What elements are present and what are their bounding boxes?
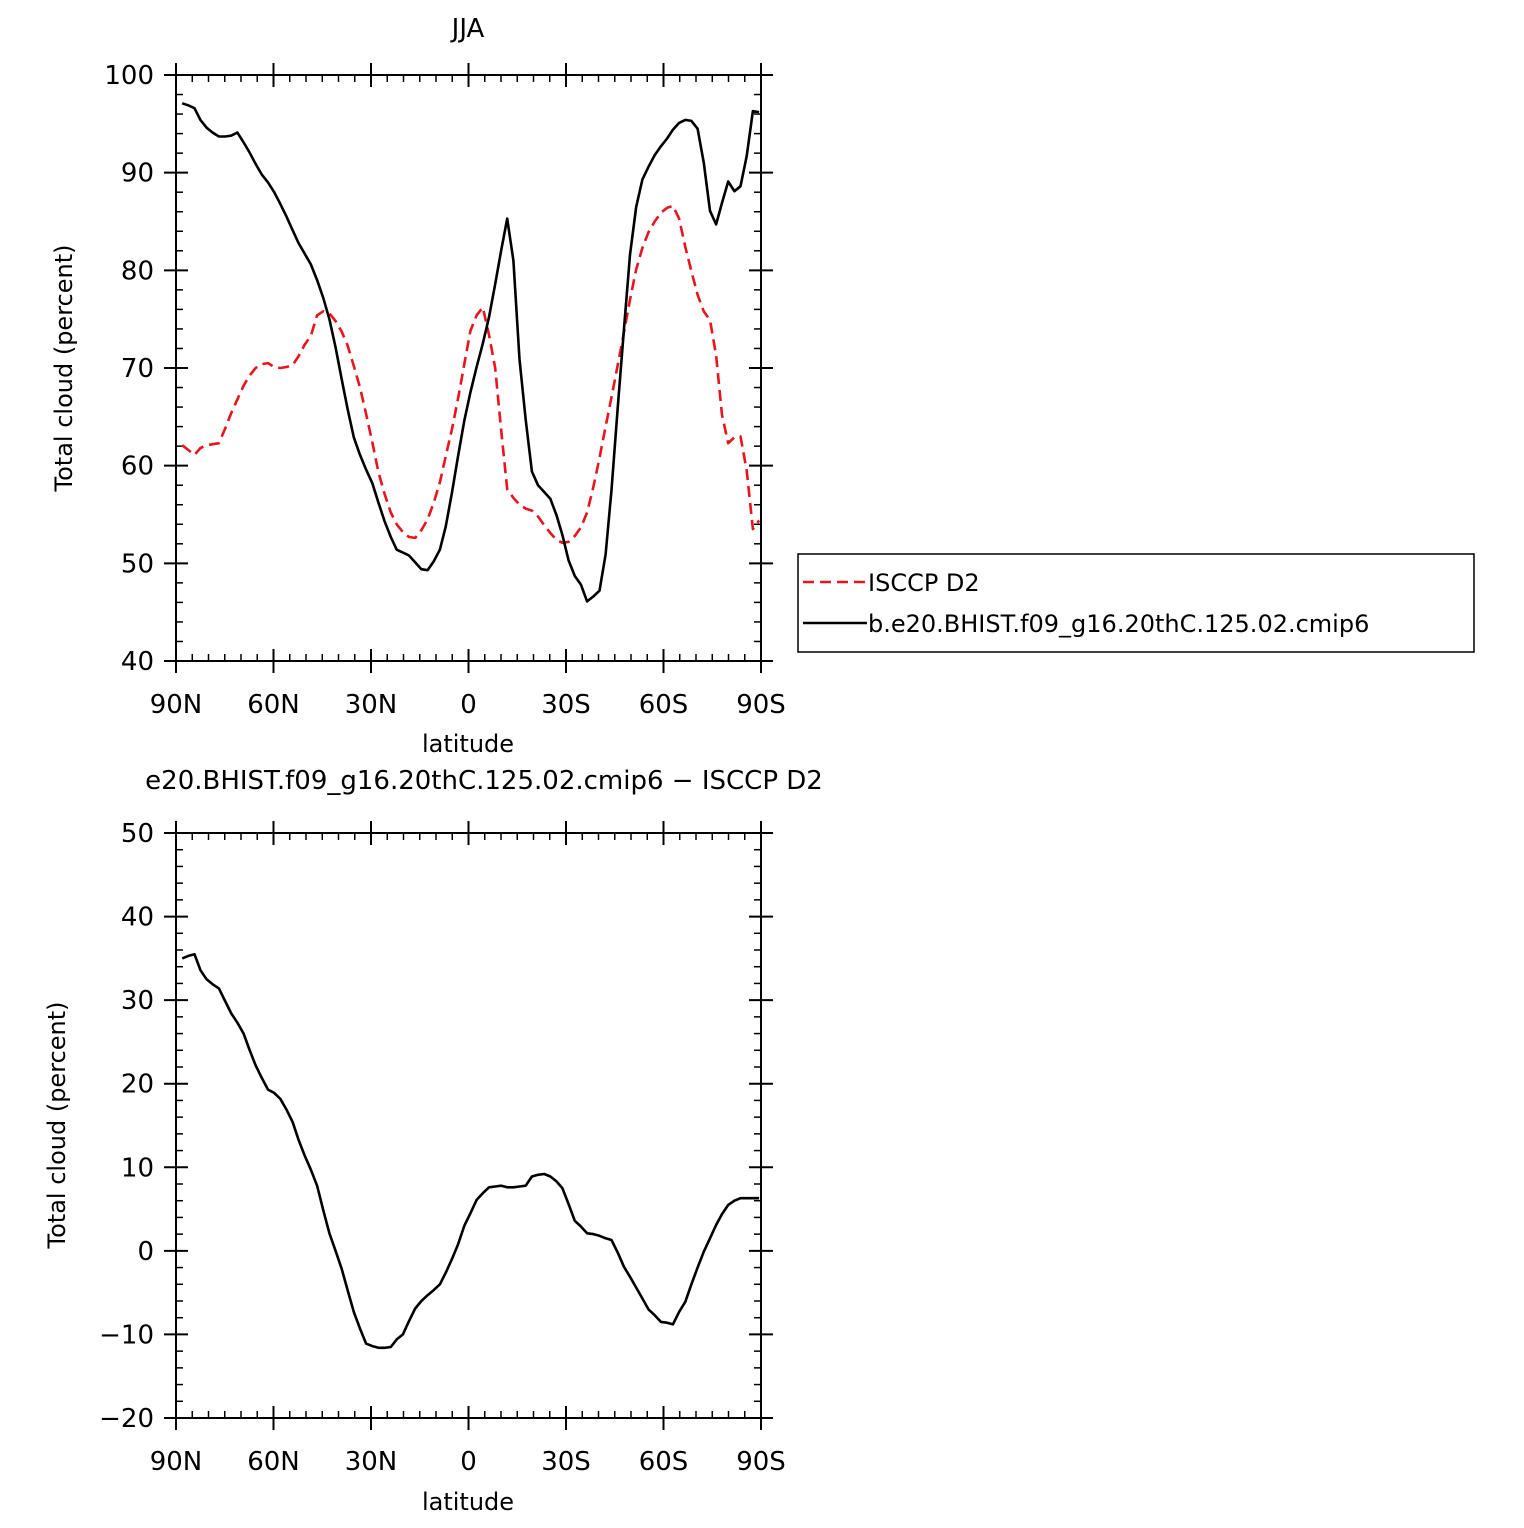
x-tick-label: 0 [460, 1447, 477, 1477]
y-tick-label: 20 [121, 1070, 154, 1100]
series-line-isccp-d2 [181, 204, 761, 545]
x-tick-label: 90N [150, 1447, 203, 1477]
top-axis-ticks: 90N 60N 30N 0 30S 60S 90S 40 50 60 70 80 90 100 [104, 61, 785, 720]
bottom-panel: e20.BHIST.f09_g16.20thC.125.02.cmip6 − I… [43, 766, 823, 1516]
y-tick-label: 90 [121, 159, 154, 189]
top-y-axis-label: Total cloud (percent) [50, 245, 78, 493]
series-line-difference [181, 952, 760, 1350]
y-tick-label: 30 [121, 986, 154, 1016]
legend-label-isccp-d2: ISCCP D2 [868, 569, 980, 597]
top-plot-frame [175, 74, 762, 662]
y-tick-label: 50 [121, 549, 154, 579]
x-tick-label: 90S [736, 690, 786, 720]
bottom-y-axis-label: Total cloud (percent) [43, 1002, 71, 1250]
y-tick-label: 0 [137, 1237, 154, 1267]
top-chart-title: JJA [450, 14, 485, 44]
x-tick-label: 30N [345, 690, 398, 720]
y-tick-label: −20 [99, 1404, 154, 1434]
y-tick-label: 70 [121, 354, 154, 384]
x-tick-label: 30N [345, 1447, 398, 1477]
y-tick-label: 40 [121, 903, 154, 933]
bottom-axis-ticks: 90N 60N 30N 0 30S 60S 90S −20 −10 0 10 20 30 40 50 [99, 819, 786, 1477]
x-tick-label: 60N [247, 1447, 300, 1477]
bottom-plot-frame [175, 832, 762, 1419]
y-tick-label: 100 [104, 61, 154, 91]
x-tick-label: 90N [150, 690, 203, 720]
x-tick-label: 0 [460, 690, 477, 720]
legend-box [797, 553, 1475, 653]
y-tick-label: −10 [99, 1320, 154, 1350]
y-tick-label: 60 [121, 452, 154, 482]
legend-label-model: b.e20.BHIST.f09_g16.20thC.125.02.cmip6 [868, 610, 1369, 638]
bottom-x-axis-label: latitude [422, 1488, 514, 1516]
y-tick-label: 80 [121, 256, 154, 286]
x-tick-label: 90S [736, 1447, 786, 1477]
x-tick-label: 60S [639, 690, 689, 720]
y-tick-label: 50 [121, 819, 154, 849]
x-tick-label: 30S [541, 690, 591, 720]
series-line-model [181, 102, 760, 603]
bottom-series-lines [181, 952, 760, 1350]
top-series-lines [181, 102, 761, 603]
x-tick-label: 60N [247, 690, 300, 720]
y-tick-label: 40 [121, 647, 154, 677]
top-x-axis-label: latitude [422, 730, 514, 758]
y-tick-label: 10 [121, 1153, 154, 1183]
x-tick-label: 30S [541, 1447, 591, 1477]
top-panel: JJA Total cloud (percent) latitude 90N 60… [50, 14, 786, 758]
bottom-chart-title: e20.BHIST.f09_g16.20thC.125.02.cmip6 − I… [145, 766, 823, 796]
legend: ISCCP D2 b.e20.BHIST.f09_g16.20thC.125.0… [797, 553, 1475, 653]
x-tick-label: 60S [639, 1447, 689, 1477]
